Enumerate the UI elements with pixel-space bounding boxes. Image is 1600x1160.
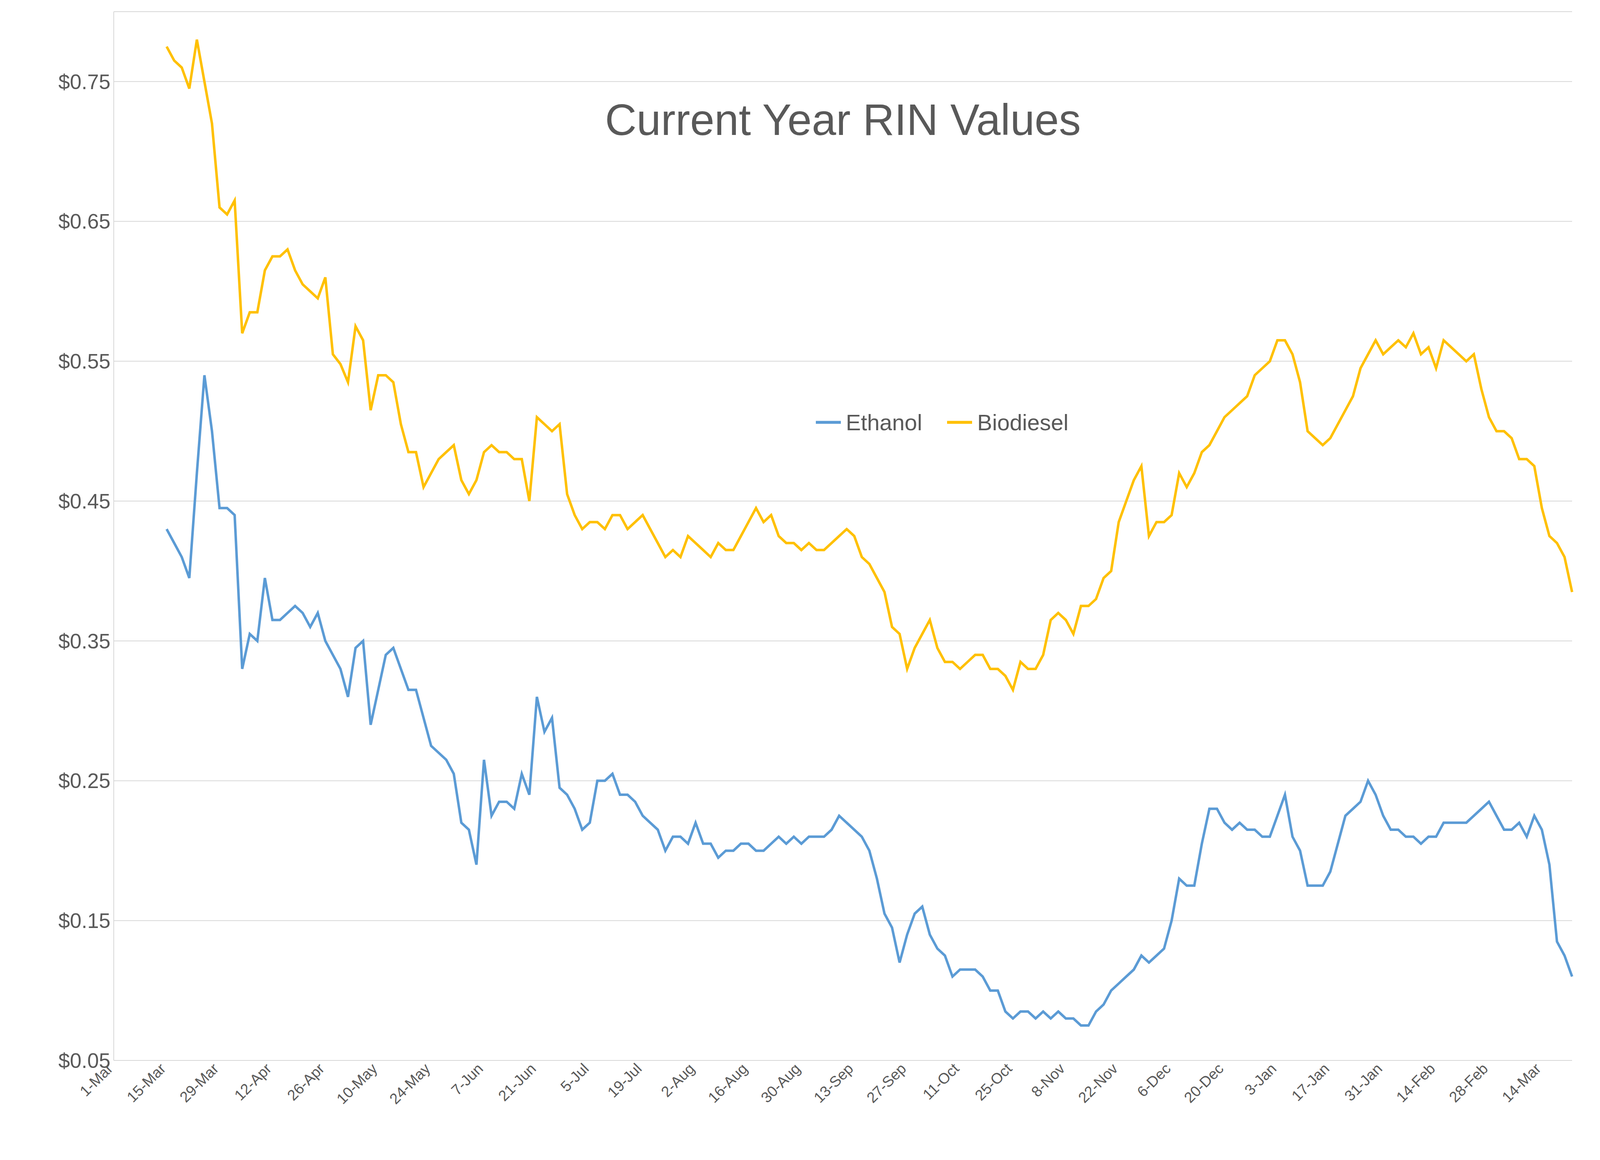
svg-text:29-Mar: 29-Mar	[176, 1060, 223, 1107]
html-text:Ethanol: Ethanol	[845, 410, 923, 435]
svg-text:28-Feb: 28-Feb	[1445, 1060, 1492, 1107]
svg-text:1-Mar: 1-Mar	[76, 1060, 117, 1101]
svg-text:24-May: 24-May	[385, 1060, 434, 1108]
svg-text:13-Sep: 13-Sep	[810, 1060, 857, 1107]
svg-text:11-Oct: 11-Oct	[919, 1060, 963, 1104]
svg-text:22-Nov: 22-Nov	[1075, 1060, 1122, 1107]
svg-text:$0.65: $0.65	[58, 210, 111, 234]
svg-text:16-Aug: 16-Aug	[704, 1060, 751, 1107]
svg-text:$0.35: $0.35	[58, 630, 111, 654]
svg-text:17-Jan: 17-Jan	[1288, 1060, 1333, 1105]
svg-text:$0.45: $0.45	[58, 490, 111, 514]
svg-text:$0.75: $0.75	[58, 70, 111, 94]
svg-text:6-Dec: 6-Dec	[1133, 1060, 1175, 1101]
svg-text:3-Jan: 3-Jan	[1241, 1060, 1280, 1100]
svg-text:27-Sep: 27-Sep	[863, 1060, 910, 1107]
svg-text:15-Mar: 15-Mar	[123, 1060, 170, 1107]
svg-text:21-Jun: 21-Jun	[494, 1060, 540, 1105]
svg-text:12-Apr: 12-Apr	[230, 1060, 275, 1105]
svg-text:19-Jul: 19-Jul	[604, 1060, 645, 1102]
svg-text:25-Oct: 25-Oct	[971, 1060, 1015, 1105]
svg-text:10-May: 10-May	[332, 1060, 381, 1108]
svg-text:$0.15: $0.15	[58, 909, 111, 933]
svg-text:$0.05: $0.05	[58, 1049, 111, 1073]
svg-text:26-Apr: 26-Apr	[283, 1060, 328, 1105]
svg-text:14-Feb: 14-Feb	[1392, 1060, 1439, 1107]
html-text:Biodiesel: Biodiesel	[977, 410, 1069, 435]
svg-text:5-Jul: 5-Jul	[557, 1060, 593, 1096]
svg-text:8-Nov: 8-Nov	[1027, 1060, 1069, 1101]
svg-text:2-Aug: 2-Aug	[657, 1060, 698, 1101]
svg-text:14-Mar: 14-Mar	[1498, 1060, 1545, 1107]
svg-text:31-Jan: 31-Jan	[1340, 1060, 1386, 1105]
svg-text:30-Aug: 30-Aug	[757, 1060, 804, 1107]
html-text:Current Year RIN Values: Current Year RIN Values	[605, 95, 1081, 145]
svg-text:$0.25: $0.25	[58, 769, 111, 793]
svg-text:7-Jun: 7-Jun	[447, 1060, 487, 1100]
svg-text:$0.55: $0.55	[58, 350, 111, 374]
svg-text:20-Dec: 20-Dec	[1180, 1060, 1227, 1107]
